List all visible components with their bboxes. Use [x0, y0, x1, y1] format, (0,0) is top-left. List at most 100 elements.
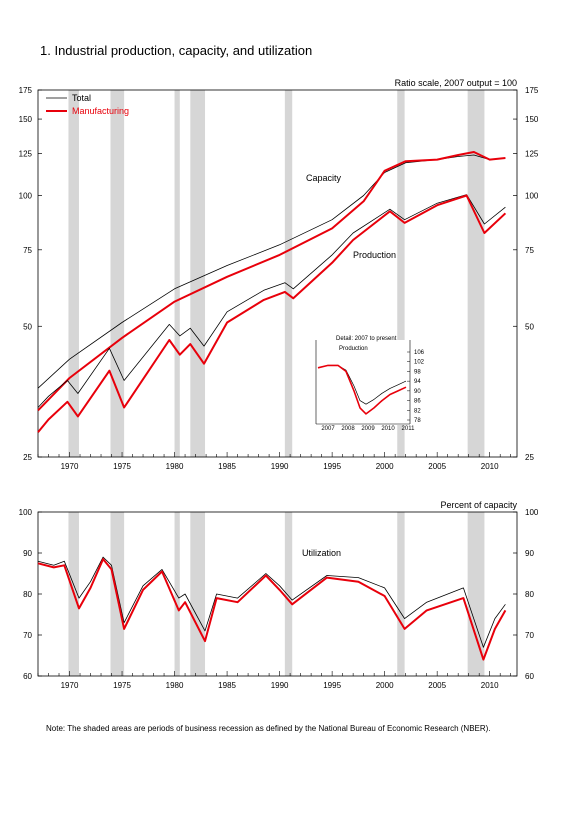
x-tick-label: 1985 [218, 462, 236, 471]
inset-y-tick-label: 98 [414, 369, 421, 375]
y-tick-label: 90 [23, 549, 32, 558]
capacity-manufacturing-line [37, 151, 506, 412]
inset-manufacturing-line [317, 364, 407, 415]
y-tick-label: 50 [525, 322, 534, 331]
upper-subtitle: Ratio scale, 2007 output = 100 [395, 78, 517, 88]
inset-y-tick-label: 78 [414, 418, 421, 424]
production-total-line [37, 194, 506, 408]
inset-x-tick-label: 2011 [402, 426, 416, 432]
recession-band [467, 90, 485, 457]
inset-y-tick-label: 90 [414, 389, 421, 395]
x-tick-label: 2010 [481, 462, 499, 471]
y-tick-label: 70 [525, 631, 534, 640]
x-tick-label: 2000 [376, 462, 394, 471]
y-tick-label: 100 [525, 508, 539, 517]
capacity-annotation: Capacity [306, 173, 342, 183]
y-tick-label: 25 [525, 453, 534, 462]
legend-manufacturing-label: Manufacturing [72, 106, 129, 116]
y-tick-label: 25 [23, 453, 32, 462]
recession-band [68, 90, 79, 457]
production-manufacturing-line [37, 194, 507, 433]
y-tick-label: 75 [23, 246, 32, 255]
y-tick-label: 60 [525, 672, 534, 681]
y-tick-label: 90 [525, 549, 534, 558]
inset-label: Production [339, 346, 368, 352]
lower-recession-shading [68, 512, 485, 676]
x-tick-label: 2000 [376, 681, 394, 690]
y-tick-label: 175 [19, 86, 33, 95]
upper-axis-ticks: 25 25 50 50 75 75 100 100 125 125 150 150 175 175 1970… [19, 86, 539, 471]
x-tick-label: 1990 [271, 462, 289, 471]
recession-band [397, 512, 405, 676]
footnote: Note: The shaded areas are periods of bu… [46, 724, 491, 733]
upper-plot-frame [37, 89, 518, 458]
x-tick-label: 1985 [218, 681, 236, 690]
y-tick-label: 100 [19, 508, 33, 517]
utilization-manufacturing-line [37, 558, 507, 661]
x-tick-label: 1995 [323, 681, 341, 690]
x-tick-label: 1990 [271, 681, 289, 690]
inset-x-tick-label: 2009 [361, 426, 375, 432]
recession-band [397, 90, 405, 457]
inset-axis-ticks: 78 82 86 90 94 98 102 106 2007 2008 2009 2010 2011 [321, 350, 424, 432]
inset-x-tick-label: 2007 [321, 426, 335, 432]
lower-plot-frame [37, 511, 518, 677]
recession-band [284, 90, 293, 457]
inset-panel: Detail: 2007 to present Production 78 82 8… [314, 336, 425, 432]
inset-x-tick-label: 2010 [381, 426, 395, 432]
inset-y-tick-label: 86 [414, 399, 421, 405]
y-tick-label: 125 [19, 149, 33, 158]
y-tick-label: 70 [23, 631, 32, 640]
recession-band [467, 512, 485, 676]
x-tick-label: 1975 [113, 681, 131, 690]
y-tick-label: 80 [23, 590, 32, 599]
figure-title: 1. Industrial production, capacity, and … [40, 43, 312, 58]
recession-band [174, 512, 180, 676]
upper-recession-shading [68, 90, 485, 457]
x-tick-label: 2005 [428, 462, 446, 471]
y-tick-label: 100 [525, 192, 539, 201]
inset-x-tick-label: 2008 [341, 426, 355, 432]
inset-title: Detail: 2007 to present [336, 336, 397, 342]
inset-y-tick-label: 106 [414, 350, 425, 356]
y-tick-label: 100 [19, 192, 33, 201]
recession-band [190, 90, 206, 457]
x-tick-label: 2010 [481, 681, 499, 690]
upper-panel: 25 25 50 50 75 75 100 100 125 125 150 150 175 175 1970… [19, 78, 539, 471]
recession-band [190, 512, 206, 676]
y-tick-label: 175 [525, 86, 539, 95]
y-tick-label: 150 [19, 115, 33, 124]
x-tick-label: 1980 [166, 462, 184, 471]
x-tick-label: 2005 [428, 681, 446, 690]
utilization-annotation: Utilization [302, 548, 341, 558]
lower-subtitle: Percent of capacity [440, 500, 517, 510]
inset-y-tick-label: 94 [414, 379, 421, 385]
x-tick-label: 1980 [166, 681, 184, 690]
x-tick-label: 1970 [61, 681, 79, 690]
capacity-total-line [37, 154, 506, 389]
legend: Total Manufacturing [46, 93, 129, 116]
y-tick-label: 125 [525, 149, 539, 158]
y-tick-label: 80 [525, 590, 534, 599]
recession-band [284, 512, 293, 676]
utilization-total-line [37, 556, 506, 648]
inset-series [317, 364, 407, 415]
lower-axis-ticks: 60 60 70 70 80 80 90 90 100 100 1970 1975 1980 1985 19… [19, 508, 539, 690]
production-annotation: Production [353, 250, 396, 260]
y-tick-label: 75 [525, 246, 534, 255]
y-tick-label: 50 [23, 322, 32, 331]
inset-y-tick-label: 102 [414, 360, 425, 366]
legend-total-label: Total [72, 93, 91, 103]
x-tick-label: 1975 [113, 462, 131, 471]
upper-series [37, 151, 507, 433]
x-tick-label: 1970 [61, 462, 79, 471]
lower-panel: 60 60 70 70 80 80 90 90 100 100 1970 1975 1980 1985 19… [19, 500, 539, 690]
recession-band [110, 90, 125, 457]
recession-band [174, 90, 180, 457]
y-tick-label: 150 [525, 115, 539, 124]
inset-y-tick-label: 82 [414, 408, 421, 414]
lower-series [37, 556, 507, 661]
y-tick-label: 60 [23, 672, 32, 681]
x-tick-label: 1995 [323, 462, 341, 471]
